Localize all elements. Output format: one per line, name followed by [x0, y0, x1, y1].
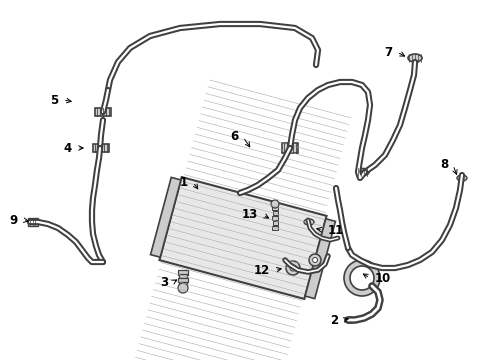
Ellipse shape — [408, 54, 422, 62]
FancyBboxPatch shape — [272, 206, 278, 210]
FancyBboxPatch shape — [179, 274, 187, 278]
Text: 5: 5 — [50, 94, 58, 107]
Ellipse shape — [304, 219, 314, 225]
Text: 10: 10 — [375, 271, 391, 284]
FancyBboxPatch shape — [178, 278, 188, 282]
FancyBboxPatch shape — [282, 143, 298, 153]
Text: 1: 1 — [180, 175, 188, 189]
Polygon shape — [159, 177, 326, 299]
Polygon shape — [305, 219, 336, 299]
Text: 12: 12 — [254, 264, 270, 276]
Text: 6: 6 — [230, 130, 238, 144]
Ellipse shape — [345, 317, 355, 323]
Circle shape — [271, 200, 279, 208]
FancyBboxPatch shape — [273, 211, 278, 215]
Circle shape — [286, 261, 300, 275]
Text: 3: 3 — [160, 275, 168, 288]
Circle shape — [290, 265, 296, 271]
FancyBboxPatch shape — [95, 108, 111, 116]
Text: 13: 13 — [242, 208, 258, 221]
Ellipse shape — [357, 168, 369, 175]
FancyBboxPatch shape — [272, 216, 278, 220]
Text: 4: 4 — [64, 141, 72, 154]
Text: 2: 2 — [330, 314, 338, 327]
Text: 7: 7 — [384, 45, 392, 58]
FancyBboxPatch shape — [179, 282, 187, 286]
FancyBboxPatch shape — [272, 226, 278, 230]
FancyBboxPatch shape — [93, 144, 109, 152]
Circle shape — [309, 254, 321, 266]
Text: 9: 9 — [10, 213, 18, 226]
Text: 8: 8 — [440, 158, 448, 171]
FancyBboxPatch shape — [28, 218, 38, 226]
Ellipse shape — [457, 175, 467, 181]
Circle shape — [313, 257, 318, 262]
FancyBboxPatch shape — [178, 270, 188, 275]
Text: 11: 11 — [328, 224, 344, 237]
FancyBboxPatch shape — [273, 221, 278, 225]
Polygon shape — [150, 177, 181, 257]
Circle shape — [178, 283, 188, 293]
